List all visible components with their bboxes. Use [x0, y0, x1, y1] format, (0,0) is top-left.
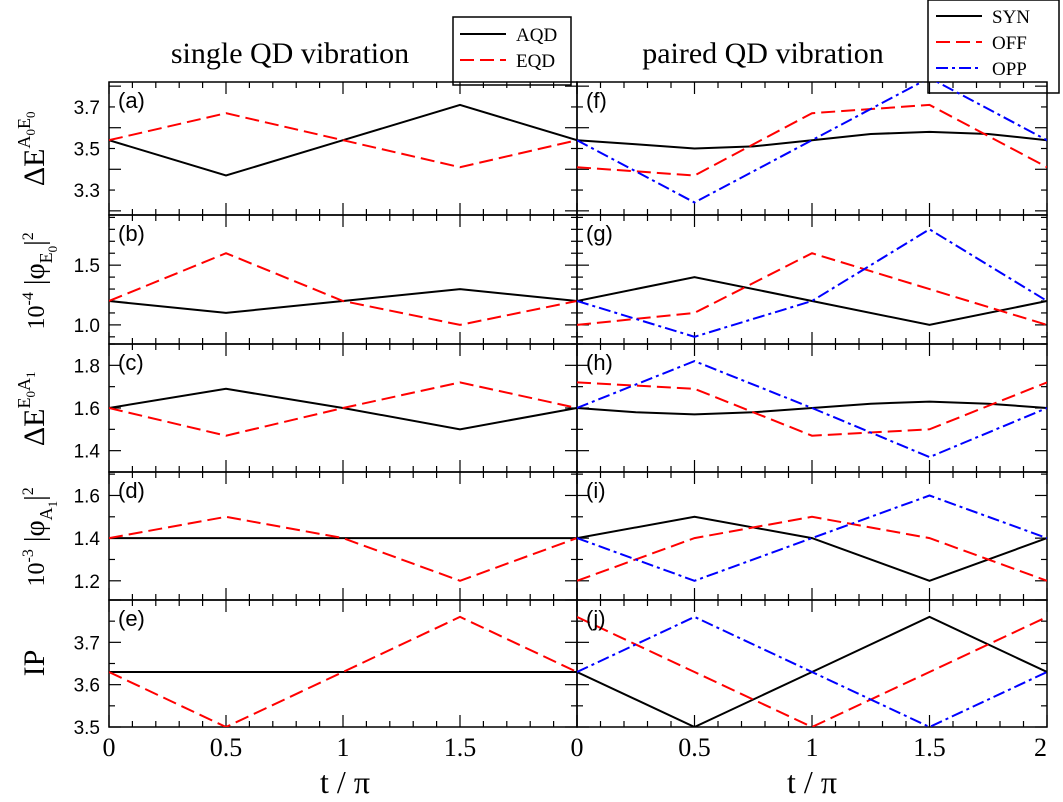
y-tick-label: 1.5	[74, 256, 100, 277]
panel-frame	[576, 599, 1048, 728]
left-title: single QD vibration	[171, 37, 409, 70]
series-line-off	[577, 103, 1047, 177]
panel-label: (i)	[586, 478, 606, 503]
right-title: paired QD vibration	[642, 37, 884, 70]
y-tick-label: 1.6	[74, 486, 100, 507]
x-axis-label-left: t / π	[320, 764, 370, 800]
x-tick-label: 1	[806, 733, 819, 762]
y-axis-labels: ΔEA0E0 10-4 |φE0|2 ΔEE0A1 10-3 |φA1|2 IP	[14, 110, 60, 677]
series-line-eqd	[109, 112, 577, 169]
panel-frame	[576, 214, 1048, 345]
panel-frame	[108, 471, 578, 601]
x-tick-label: 1.5	[444, 733, 477, 762]
series-line-off	[577, 252, 1047, 326]
panel-b: 1.0 1.5 (b)	[74, 214, 578, 345]
panel-label: (h)	[586, 350, 613, 375]
x-tick-label: 0.5	[210, 733, 243, 762]
panel-frame	[108, 81, 578, 216]
y-axis-label: 10-3 |φA1|2	[20, 486, 60, 587]
panel-j: (j)	[576, 599, 1048, 728]
panel-label: (f)	[586, 88, 607, 113]
y-tick-label: 3.6	[74, 676, 100, 697]
x-tick-label: 2	[1034, 733, 1047, 762]
panel-c: 1.4 1.6 1.8 (c)	[74, 343, 578, 473]
legend-left: AQD EQD	[452, 16, 572, 86]
y-tick-label: 1.2	[74, 572, 100, 593]
legend-left-box	[452, 16, 572, 86]
y-tick-label: 3.5	[74, 140, 100, 161]
panel-a: 3.3 3.5 3.7 (a)	[74, 81, 578, 216]
panel-label: (b)	[118, 221, 145, 246]
panel-label: (j)	[586, 606, 606, 631]
panel-d: 1.2 1.4 1.6 (d)	[74, 471, 578, 601]
series-line-syn	[577, 515, 1047, 582]
x-tick-label: 1.5	[913, 733, 946, 762]
series-line-syn	[577, 130, 1047, 150]
panel-label: (g)	[586, 221, 613, 246]
y-tick-label: 1.6	[74, 399, 100, 420]
x-tick-labels: 0 0.5 1 1.5 0 0.5 1 1.5 2	[103, 733, 1048, 762]
series-line-eqd	[109, 615, 577, 727]
series-line-off	[577, 515, 1047, 582]
legend-label-off: OFF	[992, 33, 1027, 54]
series-line-opp	[577, 494, 1047, 582]
panel-g: (g)	[576, 214, 1048, 345]
x-tick-label: 0.5	[678, 733, 711, 762]
panel-i: (i)	[576, 471, 1048, 601]
x-axis-label-right: t / π	[787, 764, 837, 800]
panel-label: (a)	[118, 88, 145, 113]
y-tick-label: 3.3	[74, 181, 100, 202]
y-tick-label: 3.7	[74, 98, 100, 119]
series-line-opp	[577, 82, 1047, 204]
y-tick-label: 3.7	[74, 633, 100, 654]
y-tick-label: 1.8	[74, 356, 100, 377]
panel-frame	[108, 599, 578, 728]
panel-label: (c)	[118, 350, 144, 375]
y-axis-label: ΔEE0A1	[14, 370, 51, 446]
panel-f: (f)	[576, 81, 1048, 216]
y-axis-label: 10-4 |φE0|2	[20, 231, 60, 330]
panel-e: 3.5 3.6 3.7 (e)	[74, 599, 578, 739]
series-line-eqd	[109, 381, 577, 437]
series-line-eqd	[109, 515, 577, 582]
legend-label-eqd: EQD	[516, 51, 555, 72]
x-tick-label: 0	[571, 733, 584, 762]
panel-frame	[108, 214, 578, 345]
series-line-syn	[577, 276, 1047, 326]
series-line-eqd	[109, 252, 577, 326]
legend-label-aqd: AQD	[516, 25, 557, 46]
series-line-aqd	[109, 387, 577, 431]
x-tick-label: 1	[337, 733, 350, 762]
panel-h: (h)	[576, 343, 1048, 473]
series-line-off	[577, 615, 1047, 727]
legend-right: SYN OFF OPP	[927, 0, 1060, 94]
panel-frame	[576, 81, 1048, 216]
y-tick-label: 1.4	[74, 442, 101, 463]
panel-label: (e)	[118, 606, 145, 631]
y-axis-label: ΔEA0E0	[14, 110, 51, 186]
series-line-opp	[577, 228, 1047, 338]
panel-frame	[576, 471, 1048, 601]
series-line-opp	[577, 615, 1047, 727]
series-line-opp	[577, 360, 1047, 459]
legend-label-opp: OPP	[992, 59, 1027, 80]
legend-label-syn: SYN	[992, 7, 1030, 28]
y-axis-label: IP	[18, 650, 51, 677]
x-tick-label: 0	[103, 733, 116, 762]
plot-grid: 3.33.53.7 (a)1.01.5(b)1.41.61.8 (c)1.21.41…	[74, 81, 1048, 762]
y-tick-label: 3.5	[74, 718, 100, 739]
y-tick-label: 1.0	[74, 316, 100, 337]
series-line-off	[577, 381, 1047, 437]
panel-label: (d)	[118, 478, 145, 503]
y-tick-label: 1.4	[74, 529, 101, 550]
